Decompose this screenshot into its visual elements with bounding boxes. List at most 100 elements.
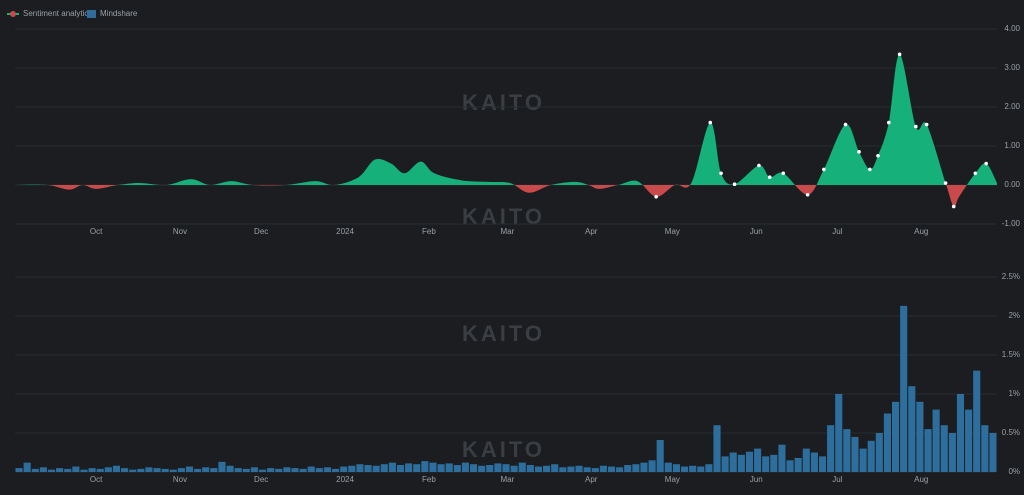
x-tick-label: 2024 [336, 227, 354, 236]
bar [88, 468, 96, 472]
legend-icon [10, 11, 16, 17]
bar [883, 413, 891, 472]
bar [137, 468, 145, 472]
bar [924, 429, 932, 472]
legend-label[interactable]: Sentiment analytics [23, 9, 92, 18]
data-point [781, 171, 786, 176]
bar [405, 463, 413, 472]
bar [258, 469, 267, 472]
bar [875, 433, 883, 472]
x-tick-label: Nov [173, 227, 187, 236]
data-point [732, 182, 737, 187]
bar [932, 409, 940, 472]
bar [891, 401, 900, 472]
bar [112, 465, 121, 472]
watermark: KAITO [462, 437, 545, 462]
bar [948, 433, 956, 472]
bar [202, 467, 210, 472]
legend-label[interactable]: Mindshare [100, 9, 138, 18]
bar [453, 464, 461, 472]
bar [518, 462, 526, 472]
y-tick-label: 0% [1008, 467, 1020, 476]
data-point [708, 120, 713, 125]
bar [989, 433, 997, 472]
y-tick-label: 1% [1008, 389, 1020, 398]
bar [737, 454, 745, 472]
bar [332, 468, 340, 472]
x-tick-label: Feb [422, 475, 436, 484]
data-point [767, 175, 772, 179]
bar [762, 456, 770, 472]
bar [559, 467, 567, 472]
y-tick-label: 3.00 [1004, 63, 1020, 72]
x-tick-label: Oct [90, 227, 103, 236]
x-tick-label: Feb [422, 227, 436, 236]
bar [672, 464, 680, 472]
bar [697, 466, 705, 472]
bar [835, 394, 843, 472]
bar [15, 468, 23, 472]
bar [161, 468, 169, 472]
bar [348, 465, 356, 472]
x-tick-label: Apr [585, 227, 598, 236]
x-tick-label: Jun [750, 227, 763, 236]
bar [534, 466, 543, 472]
bar [323, 467, 332, 472]
bar [429, 462, 437, 472]
data-point [843, 122, 848, 127]
y-tick-label: 0.5% [1002, 428, 1020, 437]
legend: Sentiment analytics Mindshare [7, 9, 138, 18]
bar [250, 467, 258, 472]
x-tick-label: Mar [500, 475, 514, 484]
data-point [943, 181, 948, 185]
bar [965, 409, 973, 472]
bar [616, 467, 624, 472]
data-point [886, 120, 891, 125]
bar [802, 448, 810, 472]
data-point [719, 171, 723, 176]
bar [153, 468, 161, 472]
bar [31, 468, 39, 472]
y-tick-label: 4.00 [1004, 24, 1020, 33]
bar [39, 467, 47, 472]
bar [705, 464, 713, 472]
bar [543, 465, 551, 472]
data-point [876, 153, 880, 158]
bar [818, 456, 827, 472]
bar [47, 469, 56, 472]
data-point [805, 192, 810, 197]
y-tick-label: 2.00 [1004, 102, 1020, 111]
bar [778, 444, 786, 472]
bar [356, 464, 364, 472]
bar [64, 468, 72, 472]
data-point [984, 161, 988, 166]
watermark: KAITO [462, 90, 545, 115]
bar [218, 461, 226, 472]
bar [96, 468, 104, 472]
x-tick-label: Mar [500, 227, 514, 236]
bar [916, 401, 924, 472]
x-tick-label: Jul [832, 475, 842, 484]
y-tick-label: 2% [1008, 311, 1020, 320]
bar [275, 468, 283, 472]
data-point [951, 204, 956, 209]
bar [624, 464, 632, 472]
bar [721, 456, 729, 472]
bar [494, 463, 502, 472]
area-positive [15, 54, 997, 185]
data-point [914, 124, 918, 129]
bar [478, 465, 486, 472]
bar [640, 462, 648, 472]
bar [591, 468, 599, 472]
bar [940, 425, 948, 472]
bar [461, 462, 469, 472]
bar [981, 425, 989, 472]
bar [867, 440, 875, 472]
y-tick-label: 1.00 [1004, 141, 1020, 150]
bar [754, 448, 762, 472]
legend-icon [87, 10, 96, 18]
bar [226, 465, 234, 472]
bar [210, 468, 218, 472]
data-point [868, 167, 872, 172]
bar [770, 454, 778, 472]
